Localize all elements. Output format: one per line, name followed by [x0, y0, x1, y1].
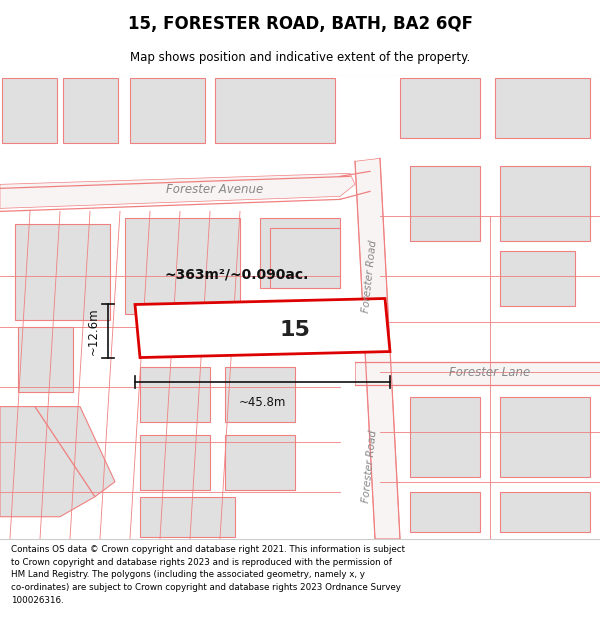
Text: ~45.8m: ~45.8m — [239, 396, 286, 409]
Text: Forester Avenue: Forester Avenue — [166, 183, 263, 196]
Bar — [140, 497, 235, 537]
Polygon shape — [355, 361, 600, 384]
Text: 15: 15 — [280, 319, 310, 339]
Bar — [410, 166, 480, 241]
Bar — [500, 166, 590, 241]
Bar — [400, 78, 480, 138]
Bar — [500, 492, 590, 532]
Polygon shape — [35, 407, 115, 497]
Text: Forester Road: Forester Road — [361, 239, 379, 313]
Bar — [495, 78, 590, 138]
Bar — [18, 326, 73, 392]
Bar — [15, 224, 110, 319]
Polygon shape — [0, 173, 355, 208]
Bar — [130, 78, 205, 143]
Bar — [410, 492, 480, 532]
Bar — [410, 397, 480, 477]
Text: Contains OS data © Crown copyright and database right 2021. This information is : Contains OS data © Crown copyright and d… — [11, 545, 405, 605]
Bar — [225, 434, 295, 490]
Polygon shape — [135, 299, 390, 358]
Bar — [270, 228, 340, 289]
Bar — [225, 367, 295, 422]
Bar — [125, 218, 240, 314]
Bar — [215, 78, 335, 143]
Bar — [2, 78, 57, 143]
Polygon shape — [355, 158, 400, 539]
Bar — [140, 367, 210, 422]
Bar — [500, 397, 590, 477]
Bar — [500, 251, 575, 306]
Text: ~12.6m: ~12.6m — [87, 308, 100, 355]
Text: 15, FORESTER ROAD, BATH, BA2 6QF: 15, FORESTER ROAD, BATH, BA2 6QF — [128, 16, 473, 33]
Bar — [260, 218, 340, 289]
Text: Forester Road: Forester Road — [361, 430, 379, 504]
Text: Forester Lane: Forester Lane — [449, 366, 530, 379]
Bar — [63, 78, 118, 143]
Polygon shape — [0, 407, 95, 517]
Text: Map shows position and indicative extent of the property.: Map shows position and indicative extent… — [130, 51, 470, 64]
Text: ~363m²/~0.090ac.: ~363m²/~0.090ac. — [165, 268, 310, 281]
Bar — [140, 434, 210, 490]
